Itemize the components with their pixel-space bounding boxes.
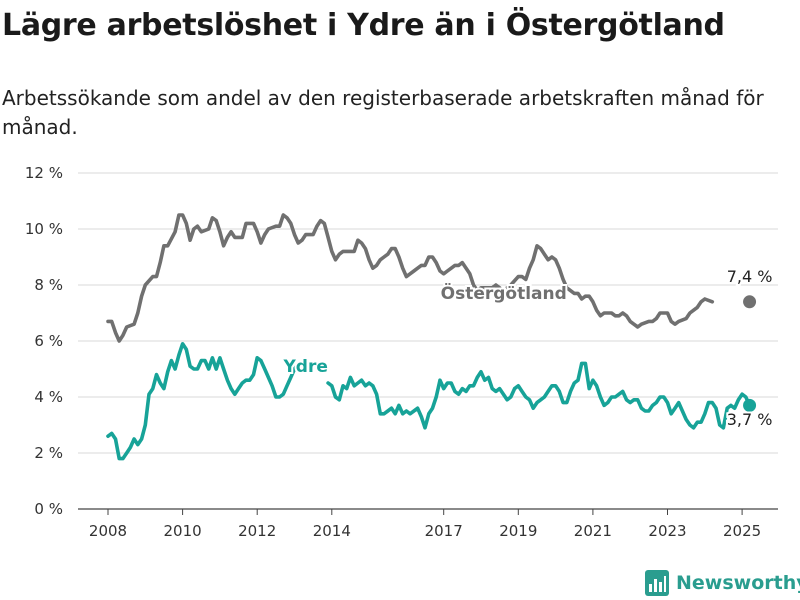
x-tick-label: 2023 (648, 522, 686, 540)
end-point-markers (743, 295, 757, 412)
page-title: Lägre arbetslöshet i Ydre än i Östergötl… (2, 8, 725, 43)
annotation-label: 3,7 % (727, 410, 773, 429)
y-tick-label: 6 % (34, 332, 63, 350)
x-tick-label: 2012 (238, 522, 276, 540)
x-axis: 2008 2010 2012 2014 2017 2019 2021 2023 2025 (89, 509, 761, 540)
y-tick-label: 2 % (34, 444, 63, 462)
series-line (326, 361, 752, 430)
end-point-dot (743, 398, 757, 412)
annotations: Östergötland Ydre 7,4 % 3,7 % (280, 265, 774, 431)
y-tick-label: 8 % (34, 276, 63, 294)
grid-lines (78, 172, 778, 510)
y-tick-label: 10 % (25, 220, 63, 238)
x-tick-label: 2008 (89, 522, 127, 540)
end-point-dot (743, 295, 757, 309)
x-tick-label: 2014 (313, 522, 351, 540)
x-tick-label: 2010 (164, 522, 202, 540)
annotation-label: 7,4 % (727, 267, 773, 286)
x-tick-label: 2019 (499, 522, 537, 540)
series-line (106, 342, 300, 461)
y-axis: 0 % 2 % 4 % 6 % 8 % 10 % 12 % (25, 164, 63, 518)
series-line (106, 213, 715, 343)
brand: Newsworthy (645, 568, 800, 598)
y-tick-label: 12 % (25, 164, 63, 182)
y-tick-label: 4 % (34, 388, 63, 406)
series-lines (106, 213, 752, 461)
x-tick-label: 2021 (574, 522, 612, 540)
bar-chart-logo-icon (645, 570, 669, 596)
x-tick-label: 2017 (425, 522, 463, 540)
y-tick-label: 0 % (34, 500, 63, 518)
annotation-label: Ydre (282, 357, 327, 377)
brand-name: Newsworthy (676, 572, 800, 594)
annotation-label: Östergötland (441, 282, 567, 304)
x-tick-label: 2025 (723, 522, 761, 540)
page-subtitle: Arbetssökande som andel av den registerb… (2, 86, 764, 139)
